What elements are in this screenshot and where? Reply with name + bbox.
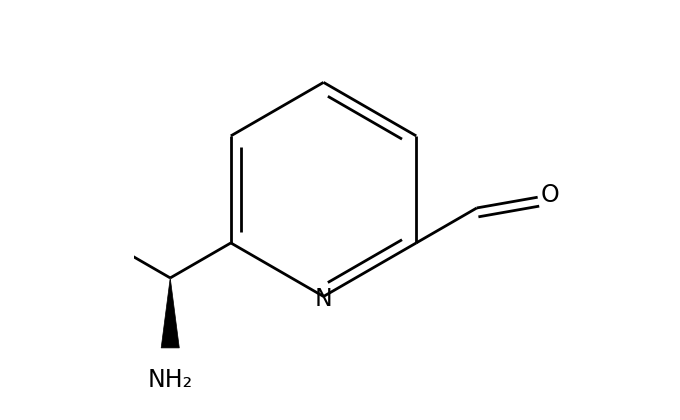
Text: NH₂: NH₂ xyxy=(148,368,193,392)
Text: N: N xyxy=(315,286,333,310)
Text: O: O xyxy=(541,183,560,207)
Polygon shape xyxy=(161,278,180,348)
